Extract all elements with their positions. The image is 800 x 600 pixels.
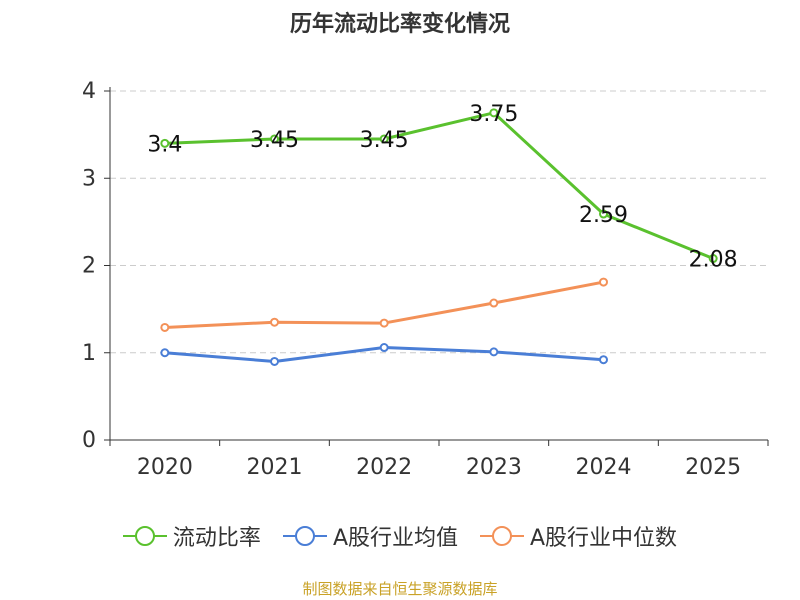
data-point-industry-average (489, 347, 499, 357)
axes: 0 1 2 3 4 2020 2021 2022 2023 2024 2025 (82, 79, 769, 480)
data-point-industry-median (160, 322, 170, 332)
legend-item-industry-median[interactable]: A股行业中位数 (480, 520, 677, 552)
legend-marker-industry-median (480, 526, 524, 546)
x-tick-label: 2021 (247, 455, 303, 480)
data-point-industry-average (599, 355, 608, 365)
data-point-current-ratio (379, 134, 389, 144)
data-label: 2.59 (579, 203, 628, 228)
data-point-industry-median (489, 298, 499, 308)
legend-marker-current-ratio (122, 526, 167, 546)
data-point-industry-average (379, 343, 389, 353)
y-tick-label: 2 (82, 254, 96, 279)
legend-label-industry-average: A股行业均值 (332, 526, 458, 551)
series-line-current-ratio (164, 111, 714, 260)
data-label: 3.75 (469, 102, 518, 127)
legend-item-industry-average[interactable]: A股行业均值 (282, 520, 458, 552)
data-labels: 3.4 3.45 3.45 3.75 2.59 2.08 (147, 102, 737, 273)
data-label: 3.45 (360, 128, 409, 153)
data-point-industry-average (270, 356, 279, 366)
legend: 流动比率 A股行业均值 A股行业中位数 (0, 518, 800, 554)
y-tick-label: 4 (82, 79, 96, 104)
data-point-industry-median (599, 277, 608, 287)
data-point-current-ratio (708, 254, 718, 264)
data-source-note: 制图数据来自恒生聚源数据库 (302, 580, 498, 598)
x-tick-label: 2020 (137, 455, 193, 480)
data-label: 2.08 (689, 248, 738, 273)
data-point-industry-median (270, 317, 279, 327)
series-lines (160, 108, 718, 366)
x-tick-label: 2023 (466, 455, 522, 480)
legend-marker-industry-average (282, 526, 327, 546)
x-tick-label: 2025 (685, 455, 741, 480)
y-tick-label: 0 (82, 428, 96, 453)
x-tick-label: 2024 (576, 455, 632, 480)
x-tick-label: 2022 (356, 455, 412, 480)
data-point-current-ratio (599, 209, 608, 219)
y-tick-label: 3 (82, 166, 96, 191)
chart-title: 历年流动比率变化情况 (289, 12, 510, 37)
legend-item-current-ratio[interactable]: 流动比率 (122, 520, 261, 552)
data-point-current-ratio (489, 108, 499, 118)
legend-label-current-ratio: 流动比率 (172, 526, 261, 551)
data-label: 3.4 (147, 132, 182, 157)
data-point-industry-average (160, 348, 170, 358)
data-point-current-ratio (270, 134, 279, 144)
legend-label-industry-median: A股行业中位数 (530, 526, 678, 551)
data-label: 3.45 (250, 128, 299, 153)
y-tick-label: 1 (82, 341, 96, 366)
data-point-current-ratio (160, 138, 170, 148)
data-point-industry-median (379, 318, 389, 328)
